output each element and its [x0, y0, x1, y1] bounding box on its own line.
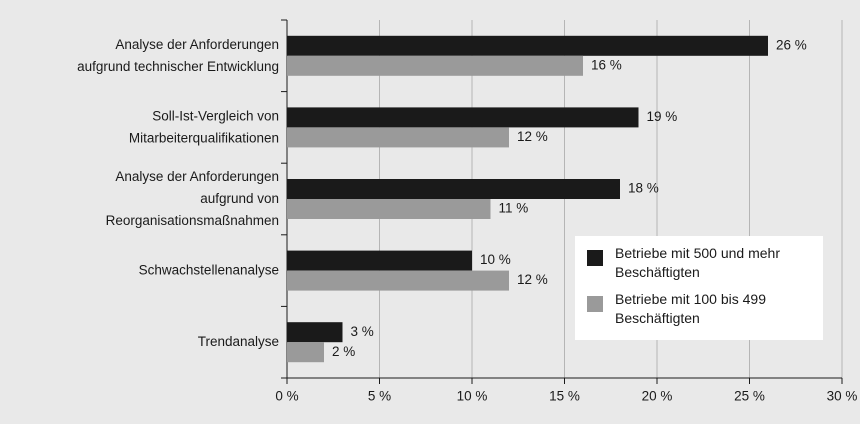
- y-tick-label-line: Schwachstellenanalyse: [139, 262, 279, 277]
- x-tick-label: 15 %: [549, 389, 580, 404]
- bar: [287, 107, 639, 128]
- y-tick-label: Analyse der Anforderungen aufgrund techni…: [77, 36, 279, 73]
- value-label: 12 %: [517, 272, 548, 287]
- legend-item: Betriebe mit 500 und mehr Beschäftigten: [587, 244, 823, 282]
- y-tick-label: Soll-Ist-Vergleich von Mitarbeiterqualifi…: [129, 108, 279, 145]
- bar: [287, 342, 324, 363]
- y-tick-label-line: Soll-Ist-Vergleich von: [152, 108, 279, 123]
- value-label: 18 %: [628, 181, 659, 196]
- y-tick-label: Analyse der Anforderungen aufgrund von Reo…: [106, 169, 279, 228]
- bar: [287, 322, 343, 343]
- x-tick-label: 5 %: [368, 389, 391, 404]
- value-label: 26 %: [776, 37, 807, 52]
- bar: [287, 35, 768, 56]
- y-tick-label-line: Analyse der Anforderungen: [115, 36, 279, 51]
- bar: [287, 55, 583, 76]
- y-tick-label: Trendanalyse: [198, 334, 279, 349]
- legend-label: Betriebe mit 500 und mehr Beschäftigten: [615, 245, 780, 280]
- y-tick-label-line: Reorganisationsmaßnahmen: [106, 213, 279, 228]
- value-label: 12 %: [517, 129, 548, 144]
- legend-label: Betriebe mit 100 bis 499 Beschäftigten: [615, 291, 766, 326]
- y-tick-label-line: Analyse der Anforderungen: [115, 169, 279, 184]
- value-label: 10 %: [480, 252, 511, 267]
- legend-swatch: [587, 296, 603, 312]
- bar: [287, 250, 472, 271]
- value-label: 11 %: [499, 201, 529, 216]
- value-label: 19 %: [647, 109, 678, 124]
- value-label: 2 %: [332, 344, 355, 359]
- y-tick-label-line: Trendanalyse: [198, 334, 279, 349]
- legend: Betriebe mit 500 und mehr Beschäftigten B…: [575, 236, 823, 340]
- bar: [287, 199, 491, 219]
- bar: [287, 127, 509, 148]
- x-tick-label: 10 %: [457, 389, 488, 404]
- x-tick-label: 20 %: [642, 389, 673, 404]
- x-tick-label: 25 %: [734, 389, 765, 404]
- x-tick-label: 30 %: [827, 389, 858, 404]
- legend-item: Betriebe mit 100 bis 499 Beschäftigten: [587, 290, 823, 328]
- value-label: 16 %: [591, 57, 622, 72]
- y-tick-label-line: aufgrund technischer Entwicklung: [77, 58, 279, 73]
- y-tick-label: Schwachstellenanalyse: [139, 262, 279, 277]
- value-label: 3 %: [351, 324, 374, 339]
- bar: [287, 179, 620, 199]
- legend-swatch: [587, 250, 603, 266]
- y-tick-label-line: Mitarbeiterqualifikationen: [129, 130, 279, 145]
- x-tick-label: 0 %: [275, 389, 298, 404]
- bar: [287, 270, 509, 291]
- y-tick-label-line: aufgrund von: [200, 191, 279, 206]
